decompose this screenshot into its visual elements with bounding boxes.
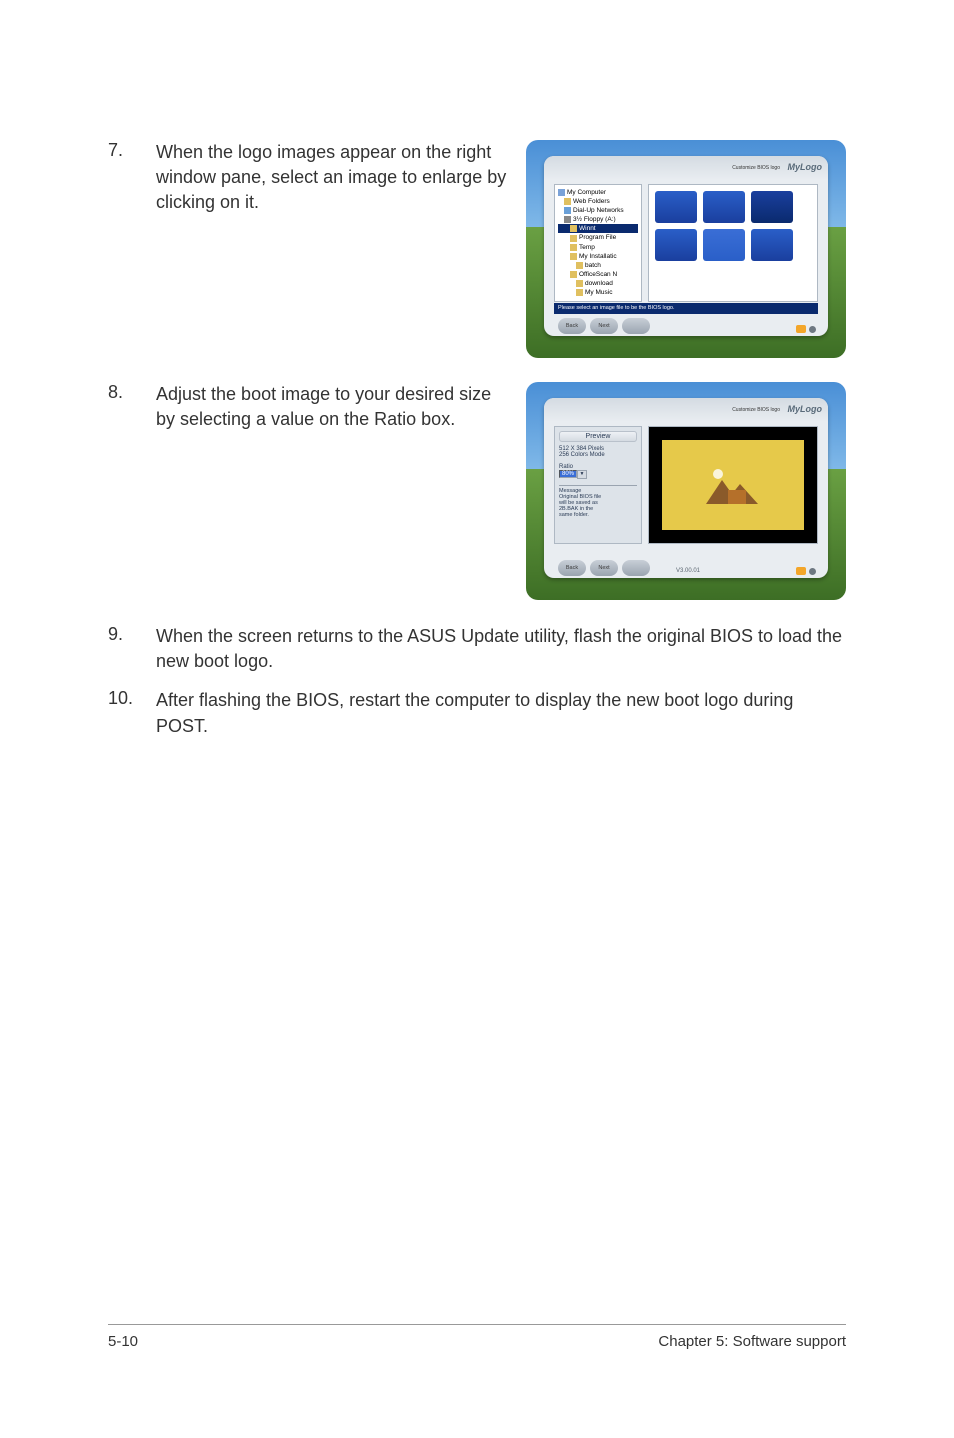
screenshot-image-browser: Customize BIOS logo MyLogo My Computer W… bbox=[526, 140, 846, 358]
image-thumbnail[interactable] bbox=[703, 229, 745, 261]
folder-icon bbox=[576, 262, 583, 269]
status-bar: Please select an image file to be the BI… bbox=[554, 303, 818, 314]
tree-label: OfficeScan N bbox=[579, 270, 617, 279]
image-thumbnail[interactable] bbox=[655, 191, 697, 223]
tree-label: My Computer bbox=[567, 188, 606, 197]
tree-item[interactable]: Program File bbox=[558, 233, 638, 242]
tree-label: download bbox=[585, 279, 613, 288]
tree-item[interactable]: Temp bbox=[558, 243, 638, 252]
nav-extra-button[interactable] bbox=[622, 560, 650, 576]
back-button[interactable]: Back bbox=[558, 560, 586, 576]
chevron-down-icon[interactable]: ▼ bbox=[577, 470, 587, 479]
image-thumbnail[interactable] bbox=[751, 191, 793, 223]
folder-tree[interactable]: My Computer Web Folders Dial-Up Networks… bbox=[554, 184, 642, 302]
page-footer: 5-10 Chapter 5: Software support bbox=[108, 1324, 846, 1350]
nav-extra-button[interactable] bbox=[622, 318, 650, 334]
floppy-icon bbox=[564, 216, 571, 223]
tree-item[interactable]: Dial-Up Networks bbox=[558, 206, 638, 215]
folder-icon bbox=[570, 271, 577, 278]
logo-subtitle: Customize BIOS logo bbox=[732, 407, 780, 413]
app-logo: MyLogo bbox=[788, 404, 823, 414]
tree-label: Dial-Up Networks bbox=[573, 206, 624, 215]
preview-header: Preview bbox=[559, 431, 637, 442]
step-number: 8. bbox=[108, 382, 156, 600]
next-button[interactable]: Next bbox=[590, 318, 618, 334]
help-icon[interactable] bbox=[796, 325, 806, 333]
step-text: When the screen returns to the ASUS Upda… bbox=[156, 624, 846, 674]
network-icon bbox=[564, 207, 571, 214]
tree-label: Temp bbox=[579, 243, 595, 252]
image-grid bbox=[648, 184, 818, 302]
folder-icon bbox=[576, 289, 583, 296]
tree-item[interactable]: 3½ Floppy (A:) bbox=[558, 215, 638, 224]
screenshot-preview: Customize BIOS logo MyLogo Preview 512 X… bbox=[526, 382, 846, 600]
preview-sidebar: Preview 512 X 384 Pixels 256 Colors Mode… bbox=[554, 426, 642, 544]
ratio-select[interactable]: 80% bbox=[559, 470, 577, 478]
step-number: 9. bbox=[108, 624, 156, 674]
folder-icon bbox=[570, 235, 577, 242]
tree-label: 3½ Floppy (A:) bbox=[573, 215, 616, 224]
tree-label: Program File bbox=[579, 233, 616, 242]
tree-item[interactable]: Web Folders bbox=[558, 197, 638, 206]
version-label: V3.00.01 bbox=[676, 568, 700, 574]
boot-logo-preview bbox=[648, 426, 818, 544]
tree-label: My Music bbox=[585, 288, 612, 297]
step-text: When the logo images appear on the right… bbox=[156, 140, 526, 358]
close-icon[interactable] bbox=[809, 568, 816, 575]
folder-icon bbox=[570, 253, 577, 260]
chapter-title: Chapter 5: Software support bbox=[658, 1333, 846, 1350]
step-number: 10. bbox=[108, 688, 156, 738]
message-line: same folder. bbox=[559, 512, 637, 518]
image-thumbnail[interactable] bbox=[703, 191, 745, 223]
tree-item[interactable]: OfficeScan N bbox=[558, 270, 638, 279]
folder-icon bbox=[564, 198, 571, 205]
image-thumbnail[interactable] bbox=[751, 229, 793, 261]
tree-item[interactable]: My Computer bbox=[558, 188, 638, 197]
step-text: Adjust the boot image to your desired si… bbox=[156, 382, 526, 600]
logo-graphic-icon bbox=[698, 460, 768, 510]
boot-logo-image bbox=[662, 440, 803, 530]
folder-icon bbox=[570, 225, 577, 232]
tree-item[interactable]: download bbox=[558, 279, 638, 288]
step-number: 7. bbox=[108, 140, 156, 358]
footer-divider bbox=[108, 1324, 846, 1325]
image-thumbnail[interactable] bbox=[655, 229, 697, 261]
help-icon[interactable] bbox=[796, 567, 806, 575]
computer-icon bbox=[558, 189, 565, 196]
step-text: After flashing the BIOS, restart the com… bbox=[156, 688, 846, 738]
tree-label: batch bbox=[585, 261, 601, 270]
tree-label: Web Folders bbox=[573, 197, 610, 206]
back-button[interactable]: Back bbox=[558, 318, 586, 334]
tree-item[interactable]: My Installatic bbox=[558, 252, 638, 261]
tree-label: Winnt bbox=[579, 224, 596, 233]
app-logo: MyLogo bbox=[788, 162, 823, 172]
tree-item-selected[interactable]: Winnt bbox=[558, 224, 638, 233]
tree-label: My Installatic bbox=[579, 252, 617, 261]
app-panel: Customize BIOS logo MyLogo My Computer W… bbox=[544, 156, 828, 336]
page-number: 5-10 bbox=[108, 1333, 138, 1350]
logo-subtitle: Customize BIOS logo bbox=[732, 165, 780, 171]
folder-icon bbox=[576, 280, 583, 287]
preview-color-mode: 256 Colors Mode bbox=[559, 452, 637, 458]
close-icon[interactable] bbox=[809, 326, 816, 333]
next-button[interactable]: Next bbox=[590, 560, 618, 576]
panel-header bbox=[544, 398, 828, 422]
folder-icon bbox=[570, 244, 577, 251]
app-panel: Customize BIOS logo MyLogo Preview 512 X… bbox=[544, 398, 828, 578]
tree-item[interactable]: batch bbox=[558, 261, 638, 270]
tree-item[interactable]: My Music bbox=[558, 288, 638, 297]
panel-header bbox=[544, 156, 828, 180]
